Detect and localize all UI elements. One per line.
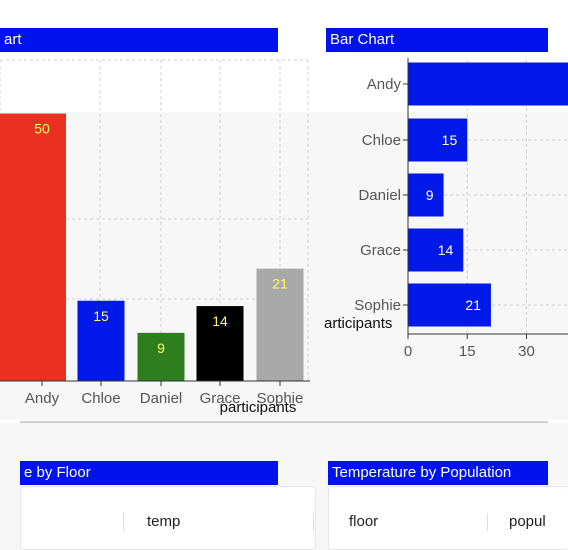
column-header-floor[interactable]: floor bbox=[349, 513, 379, 530]
bar-sophie bbox=[408, 283, 491, 327]
bar-grace bbox=[196, 306, 244, 381]
x-tick-label: Sophie bbox=[257, 390, 304, 407]
x-tick-label: 0 bbox=[404, 343, 412, 360]
x-tick-label: Grace bbox=[200, 390, 241, 407]
bar-value-label: 15 bbox=[93, 308, 109, 324]
bar-daniel bbox=[137, 332, 185, 381]
x-tick-label: Daniel bbox=[140, 390, 183, 407]
bar-sophie bbox=[256, 268, 304, 381]
column-separator bbox=[487, 513, 488, 531]
temp-by-floor-title: e by Floor bbox=[20, 461, 278, 485]
y-tick-label: Daniel bbox=[358, 187, 401, 204]
bar-chloe bbox=[77, 300, 125, 381]
temp-by-population-title: Temperature by Population bbox=[328, 461, 548, 485]
bar-grace bbox=[408, 228, 464, 272]
x-tick-label: 30 bbox=[518, 343, 535, 360]
bar-daniel bbox=[408, 173, 444, 217]
bar-value-label: 21 bbox=[272, 276, 288, 292]
temp-by-floor-table: temp bbox=[20, 486, 316, 550]
column-header-population[interactable]: popul bbox=[509, 513, 546, 530]
column-header-temp[interactable]: temp bbox=[147, 513, 181, 530]
bar-andy bbox=[408, 62, 568, 106]
bar-andy bbox=[0, 113, 66, 381]
bar-value-label: 9 bbox=[426, 187, 434, 203]
horizontal-bar-chart: Andy 15 Chloe 9 Daniel 14 Grace 21 Sophie 0 15 30 ar… bbox=[324, 58, 568, 360]
y-tick-label: Andy bbox=[367, 76, 402, 93]
bar-value-label: 15 bbox=[442, 132, 458, 148]
y-axis-label: articipants bbox=[324, 315, 392, 332]
y-tick-label: Chloe bbox=[362, 132, 401, 149]
column-separator bbox=[123, 513, 124, 531]
vertical-bar-chart: 50 15 9 14 21 Andy Chloe Daniel Grace Sophieparti… bbox=[0, 59, 310, 416]
bar-value-label: 9 bbox=[157, 340, 165, 356]
x-tick-label: 15 bbox=[459, 343, 476, 360]
y-tick-label: Sophie bbox=[354, 297, 401, 314]
y-tick-label: Grace bbox=[360, 242, 401, 259]
column-separator bbox=[313, 513, 314, 531]
bar-value-label: 21 bbox=[465, 297, 481, 313]
section-divider bbox=[20, 421, 548, 423]
x-tick-label: Chloe bbox=[81, 390, 120, 407]
bar-value-label: 50 bbox=[34, 121, 50, 137]
horizontal-chart-title: Bar Chart bbox=[326, 28, 548, 52]
vertical-chart-title: art bbox=[0, 28, 278, 52]
temp-by-population-table: floor popul bbox=[328, 486, 568, 550]
bar-chloe bbox=[408, 118, 468, 162]
bar-value-label: 14 bbox=[438, 242, 454, 258]
x-axis-label: participants bbox=[220, 399, 297, 416]
x-tick-label: Andy bbox=[25, 390, 60, 407]
bar-value-label: 14 bbox=[212, 313, 228, 329]
